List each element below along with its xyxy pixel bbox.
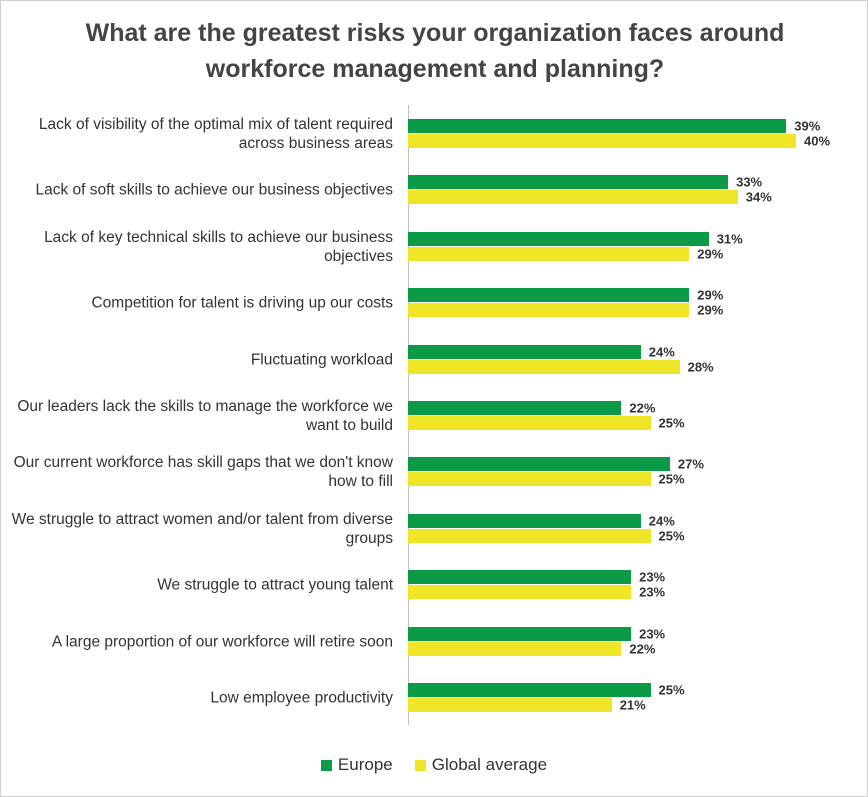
value-label: 29% — [697, 246, 724, 262]
category-label: We struggle to attract women and/or tale… — [11, 510, 393, 547]
legend-label: Europe — [337, 755, 393, 774]
legend-swatch — [414, 759, 426, 771]
bar — [408, 344, 641, 359]
category-label: Our leaders lack the skills to manage th… — [17, 398, 393, 434]
value-label: 24% — [648, 513, 675, 529]
bar — [408, 246, 690, 261]
bar — [408, 359, 680, 374]
legend-label: Global average — [431, 755, 548, 774]
value-label: 22% — [629, 641, 656, 657]
bar — [408, 472, 651, 487]
bar — [408, 641, 622, 656]
legend-swatch — [320, 759, 332, 771]
value-label: 25% — [658, 682, 685, 698]
bar — [408, 570, 632, 585]
category-axis — [408, 105, 409, 725]
category-label: A large proportion of our workforce will… — [51, 633, 393, 651]
bar — [408, 698, 612, 712]
value-label: 33% — [736, 174, 763, 190]
category-label: Low employee productivity — [210, 689, 393, 707]
bar — [408, 119, 787, 133]
bar — [408, 303, 690, 318]
category-label: Fluctuating workload — [250, 351, 393, 369]
value-label: 39% — [794, 118, 821, 134]
value-label: 25% — [658, 528, 685, 544]
value-label: 40% — [804, 133, 831, 149]
value-label: 29% — [697, 302, 724, 318]
value-label: 25% — [658, 471, 685, 487]
legend-item: Global average — [414, 755, 548, 775]
chart-title: What are the greatest risks your organiz… — [85, 19, 785, 83]
bar — [408, 585, 632, 600]
bar — [408, 416, 651, 430]
category-label: Our current workforce has skill gaps tha… — [13, 454, 393, 491]
value-label: 34% — [745, 189, 772, 205]
value-label: 23% — [639, 626, 666, 642]
bar — [408, 190, 738, 205]
value-label: 22% — [629, 400, 656, 416]
bar — [408, 457, 670, 472]
bar — [408, 231, 709, 246]
bar — [408, 626, 632, 641]
value-label: 29% — [697, 287, 724, 303]
bar — [408, 683, 651, 697]
value-label: 23% — [639, 584, 666, 600]
value-label: 21% — [619, 697, 646, 713]
value-label: 24% — [648, 344, 675, 360]
bar — [408, 528, 651, 543]
bar — [408, 401, 622, 415]
bar — [408, 134, 796, 148]
legend-item: Europe — [320, 755, 393, 775]
category-label: Competition for talent is driving up our… — [91, 294, 393, 312]
bar — [408, 175, 729, 190]
value-label: 31% — [716, 231, 743, 247]
category-label: Lack of key technical skills to achieve … — [44, 228, 393, 265]
category-label: Lack of soft skills to achieve our busin… — [35, 181, 393, 199]
bar — [408, 288, 690, 303]
category-label: Lack of visibility of the optimal mix of… — [38, 116, 393, 152]
category-label: We struggle to attract young talent — [157, 576, 393, 594]
value-label: 27% — [677, 456, 704, 472]
bar — [408, 513, 641, 528]
value-label: 25% — [658, 415, 685, 431]
value-label: 28% — [687, 359, 714, 375]
legend: Europe Global average — [1, 755, 867, 775]
value-label: 23% — [639, 569, 666, 585]
